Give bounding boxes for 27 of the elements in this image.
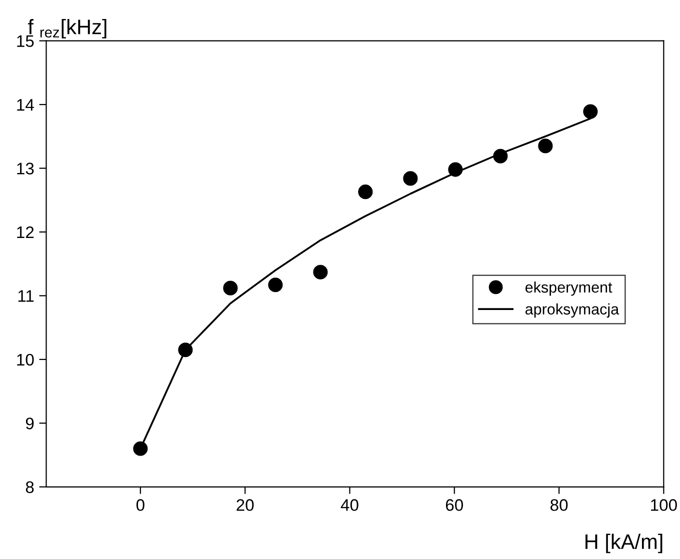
point xyxy=(223,280,238,296)
point xyxy=(448,162,463,177)
point xyxy=(358,184,373,200)
point xyxy=(268,278,283,292)
x-tick-label: 20 xyxy=(236,499,254,511)
legend-label: aproksymacja xyxy=(525,303,620,318)
point xyxy=(403,171,418,186)
y-tick-label: 8 xyxy=(26,481,34,494)
y-tick-label: 13 xyxy=(17,162,34,174)
x-tick-label: 100 xyxy=(651,499,677,511)
x-tick-label: 40 xyxy=(340,499,358,511)
point xyxy=(178,342,193,358)
point xyxy=(493,148,508,164)
point xyxy=(538,138,553,154)
y-tick-label: 11 xyxy=(18,290,34,302)
y-tick-label: 9 xyxy=(26,418,34,430)
y-tick-label: 12 xyxy=(17,226,34,238)
legend-label: eksperyment xyxy=(525,281,612,296)
point xyxy=(133,441,148,456)
x-tick-label: 60 xyxy=(446,499,463,511)
x-axis-title: H [kA/m] xyxy=(586,534,662,554)
x-tick-label: 80 xyxy=(550,499,568,511)
point xyxy=(583,104,598,119)
y-tick-label: 10 xyxy=(17,354,34,366)
y-tick-label: 14 xyxy=(17,99,34,111)
x-tick-label: 0 xyxy=(136,499,144,511)
point xyxy=(313,264,328,280)
